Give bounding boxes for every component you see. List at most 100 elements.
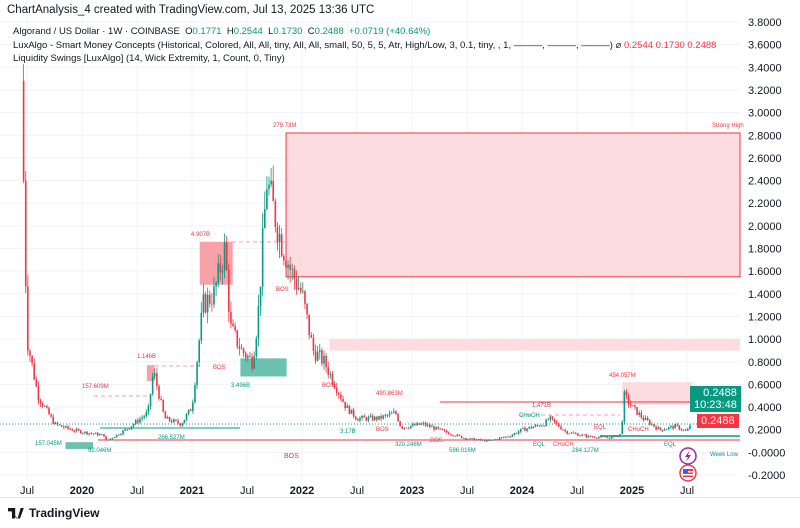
zone-ob_bull bbox=[65, 442, 93, 449]
candle-body bbox=[462, 437, 465, 439]
candle-body bbox=[122, 430, 124, 435]
candle-body bbox=[585, 434, 588, 438]
close-value: 0.2488 bbox=[314, 26, 344, 37]
candle-body bbox=[63, 426, 65, 428]
candle-body bbox=[247, 355, 249, 358]
candle-body bbox=[331, 373, 334, 384]
hidden-icon[interactable]: ⌀ bbox=[615, 39, 622, 51]
candle-body bbox=[39, 400, 42, 404]
candle-body bbox=[378, 415, 380, 420]
week-low-label: Week Low bbox=[710, 452, 739, 458]
candle-body bbox=[397, 414, 399, 422]
candle-body bbox=[58, 424, 61, 426]
candle-body bbox=[238, 346, 241, 349]
candle-body bbox=[316, 352, 319, 361]
candle-body bbox=[234, 326, 236, 331]
candle-body bbox=[160, 398, 162, 400]
candle-body bbox=[528, 426, 530, 429]
candle-body bbox=[536, 425, 539, 426]
x-tick-label: 2024 bbox=[510, 485, 535, 497]
candle-body bbox=[107, 439, 110, 441]
symbol-legend[interactable]: Algorand / US Dollar · 1W · COINBASE O0.… bbox=[13, 25, 716, 39]
candle-body bbox=[507, 436, 509, 438]
candle-body bbox=[124, 429, 126, 431]
candle-body bbox=[399, 421, 401, 427]
time-axis[interactable]: Jul 2020 Jul 2021 Jul 2022 Jul 2023 Jul 2024 Jul 20… bbox=[20, 485, 694, 497]
candle-body bbox=[75, 429, 78, 432]
candle-body bbox=[475, 439, 478, 441]
candle-body bbox=[553, 418, 556, 422]
choch-label: CHoCH bbox=[628, 427, 649, 433]
candle-body bbox=[458, 434, 461, 436]
candle-body bbox=[591, 436, 594, 438]
candle-body bbox=[522, 427, 524, 429]
candle-body bbox=[636, 407, 638, 415]
candle-body bbox=[380, 415, 382, 419]
candle-body bbox=[111, 438, 114, 439]
y-tick-label: 2.4000 bbox=[748, 176, 782, 188]
candle-body bbox=[192, 402, 194, 411]
candle-body bbox=[572, 432, 575, 434]
candle-body bbox=[329, 373, 332, 375]
candle-body bbox=[515, 433, 518, 435]
brand-name: TradingView bbox=[29, 506, 100, 520]
candle-body bbox=[414, 424, 416, 426]
close-label: C bbox=[307, 26, 315, 37]
open-value: 0.1771 bbox=[192, 26, 222, 37]
candle-body bbox=[52, 416, 55, 424]
candle-body bbox=[166, 416, 169, 419]
candle-body bbox=[627, 395, 630, 405]
candle-body bbox=[164, 411, 167, 419]
candle-body bbox=[43, 406, 46, 407]
y-tick-label: 0.6000 bbox=[748, 379, 782, 391]
candle-body bbox=[579, 435, 581, 437]
candle-body bbox=[287, 264, 289, 268]
y-tick-label: 1.0000 bbox=[748, 334, 782, 346]
candle-body bbox=[120, 434, 122, 435]
candle-body bbox=[488, 440, 490, 441]
candle-body bbox=[437, 426, 440, 429]
candles bbox=[22, 64, 691, 443]
lightning-icon[interactable] bbox=[679, 447, 697, 465]
candle-body bbox=[253, 356, 255, 369]
candle-body bbox=[228, 269, 230, 312]
candle-body bbox=[31, 355, 33, 364]
candle-body bbox=[376, 416, 378, 420]
candle-body bbox=[41, 403, 44, 407]
candle-body bbox=[240, 348, 243, 350]
zone-supply bbox=[285, 132, 741, 278]
candle-body bbox=[65, 426, 67, 428]
low-value: 0.1730 bbox=[273, 26, 303, 37]
candle-body bbox=[151, 376, 154, 394]
indicator-smc-legend[interactable]: LuxAlgo - Smart Money Concepts (Historic… bbox=[13, 39, 716, 53]
candle-body bbox=[412, 424, 414, 426]
candle-body bbox=[416, 423, 418, 426]
candle-body bbox=[82, 433, 84, 434]
candle-body bbox=[401, 426, 404, 429]
x-tick-label: Jul bbox=[680, 485, 694, 497]
candle-body bbox=[225, 242, 228, 270]
candle-body bbox=[219, 263, 222, 273]
price-axis[interactable]: 3.8000 3.6000 3.4000 3.2000 3.0000 2.8000 2.60… bbox=[748, 17, 785, 482]
x-tick-label: Jul bbox=[570, 485, 584, 497]
indicator-liquidity-legend[interactable]: Liquidity Swings [LuxAlgo] (14, Wick Ext… bbox=[13, 52, 716, 66]
candle-body bbox=[276, 226, 279, 243]
candle-body bbox=[230, 311, 232, 324]
candle-body bbox=[158, 386, 160, 399]
candle-body bbox=[327, 367, 330, 375]
candle-body bbox=[94, 432, 97, 434]
candle-body bbox=[98, 434, 101, 436]
candle-body bbox=[365, 417, 368, 421]
candle-body bbox=[103, 434, 105, 437]
chart-header: ChartAnalysis_4 created with TradingView… bbox=[7, 4, 375, 16]
candle-body bbox=[113, 437, 116, 439]
candle-body bbox=[86, 431, 88, 435]
candle-body bbox=[634, 405, 636, 408]
us-flag-icon[interactable] bbox=[679, 464, 697, 482]
candle-body bbox=[118, 434, 120, 436]
candle-body bbox=[606, 437, 609, 439]
candle-body bbox=[115, 434, 118, 438]
indicator-value: 0.2544 bbox=[623, 39, 654, 51]
candle-body bbox=[333, 383, 336, 389]
